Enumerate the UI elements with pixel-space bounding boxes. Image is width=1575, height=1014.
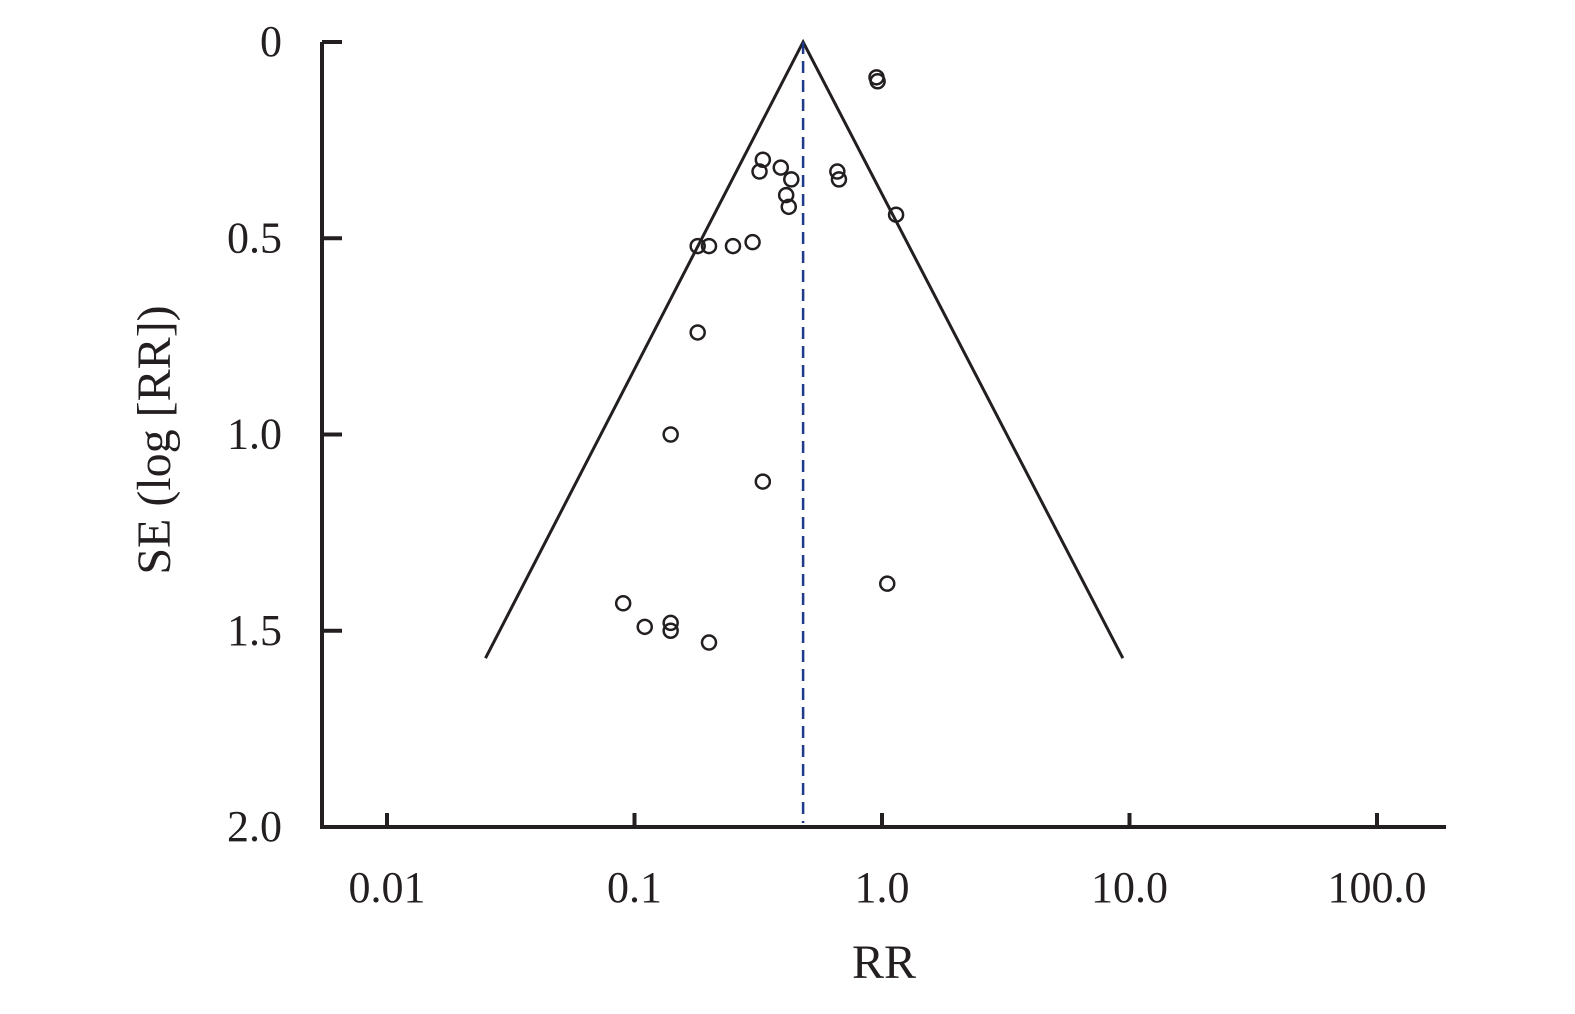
x-tick-label: 0.1 [607, 863, 662, 912]
tick-labels: 0.01 0.1 1.0 10.0 100.0 0 0.5 1.0 1.5 2.0 [227, 17, 1427, 912]
y-tick-label: 0.5 [227, 213, 282, 262]
study-point [614, 595, 632, 612]
study-point [636, 618, 653, 636]
x-tick-label: 10.0 [1091, 863, 1168, 912]
study-point [689, 237, 706, 255]
study-point [830, 171, 848, 188]
study-point [662, 622, 679, 639]
study-point [662, 426, 679, 443]
y-tick-label: 2.0 [227, 802, 282, 851]
study-point [869, 73, 886, 90]
study-point [783, 171, 800, 188]
study-point [878, 575, 896, 592]
study-point [724, 237, 742, 255]
study-point [689, 324, 706, 341]
study-points [614, 69, 905, 651]
x-tick-label: 1.0 [855, 863, 910, 912]
study-point [700, 634, 718, 651]
axes [320, 40, 1446, 829]
study-point [772, 159, 790, 176]
x-tick-label: 100.0 [1328, 863, 1427, 912]
study-point [780, 198, 798, 216]
y-axis-label: SE (log [RR]) [128, 305, 181, 574]
y-tick-label: 1.5 [227, 606, 282, 655]
x-tick-label: 0.01 [349, 863, 426, 912]
study-point [700, 237, 718, 255]
study-point [751, 163, 768, 180]
study-point [754, 473, 772, 490]
study-point [744, 233, 761, 251]
y-tick-label: 0 [260, 17, 282, 66]
study-point [887, 206, 905, 223]
x-axis-label: RR [852, 936, 916, 989]
study-point [662, 614, 679, 632]
study-point [829, 163, 846, 180]
y-tick-label: 1.0 [227, 410, 282, 459]
study-point [777, 186, 795, 204]
